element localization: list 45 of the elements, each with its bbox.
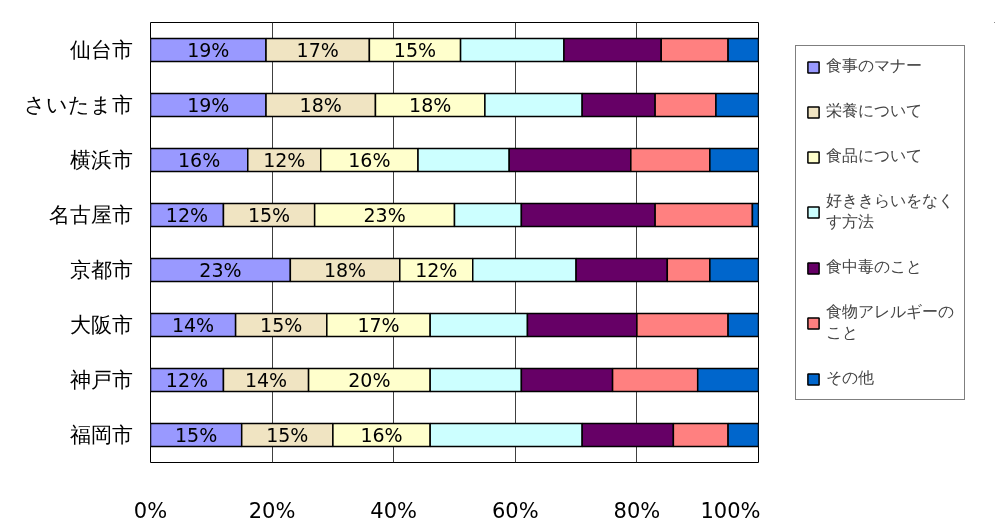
x-tick-label: 80% [613,498,661,523]
y-tick-label: 福岡市 [69,423,133,447]
data-label: 23% [363,204,406,226]
data-label: 18% [323,259,367,281]
data-label: 16% [348,149,391,171]
y-tick-label: 横浜市 [69,148,133,172]
y-tick-label: 京都市 [69,258,133,282]
legend-label: その他 [826,368,874,389]
legend-label: 好ききらいをなくす方法 [826,191,954,233]
data-label: 15% [260,314,303,336]
data-label: 18% [299,94,342,116]
x-tick-label: 0% [133,498,168,523]
data-label: 12% [165,204,209,226]
data-label: 19% [187,94,230,116]
data-label: 12% [263,149,306,171]
legend-label: 栄養について [826,101,922,122]
data-label: 16% [360,424,403,446]
data-label: 15% [174,424,218,446]
y-tick-label: 仙台市 [69,38,133,62]
data-label: 15% [247,204,291,226]
x-tick-label: 20% [248,498,296,523]
x-tick-label: 100% [700,498,761,523]
data-label: 19% [187,39,230,61]
data-label: 17% [296,39,339,61]
legend-label: 食事のマナー [826,56,922,77]
legend-label: 食中毒のこと [826,257,922,278]
data-label: 23% [199,259,242,281]
y-tick-label: 神戸市 [69,368,133,392]
data-label: 14% [171,314,215,336]
data-label: 18% [409,94,452,116]
data-label: 15% [393,39,437,61]
legend-label: 食物アレルギーのこと [826,302,954,344]
data-label: 20% [348,369,391,391]
legend-label: 食品について [826,146,922,167]
data-label: 15% [266,424,309,446]
y-tick-label: さいたま市 [23,93,133,117]
x-tick-label: 40% [370,498,418,523]
x-tick-label: 60% [491,498,539,523]
y-tick-label: 大阪市 [69,313,133,337]
y-tick-label: 名古屋市 [48,203,133,227]
data-label: 12% [415,259,458,281]
data-label: 12% [165,369,209,391]
data-label: 16% [178,149,221,171]
data-label: 17% [357,314,400,336]
data-label: 14% [244,369,288,391]
